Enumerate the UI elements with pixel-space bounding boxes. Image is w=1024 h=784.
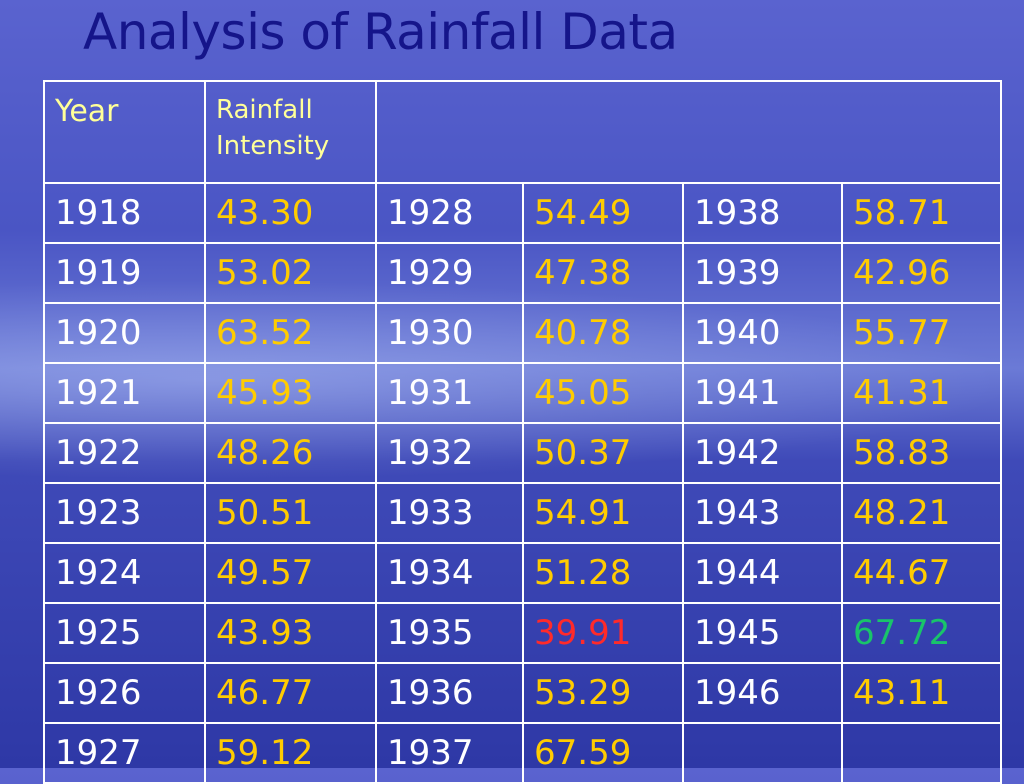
rainfall-cell: 42.96 [841, 242, 1002, 304]
rainfall-cell: 58.71 [841, 182, 1002, 244]
data-row: 1920 63.52 1930 40.78 1940 55.77 [43, 302, 1002, 364]
year-cell: 1921 [43, 362, 206, 424]
rainfall-cell: 48.21 [841, 482, 1002, 544]
rainfall-cell: 44.67 [841, 542, 1002, 604]
rainfall-cell: 40.78 [522, 302, 684, 364]
rainfall-cell: 55.77 [841, 302, 1002, 364]
year-cell: 1933 [375, 482, 524, 544]
year-cell: 1918 [43, 182, 206, 244]
year-cell: 1935 [375, 602, 524, 664]
year-cell: 1944 [682, 542, 843, 604]
year-cell: 1945 [682, 602, 843, 664]
header-blank [375, 80, 1002, 184]
year-cell: 1934 [375, 542, 524, 604]
data-row: 1919 53.02 1929 47.38 1939 42.96 [43, 242, 1002, 304]
year-cell: 1939 [682, 242, 843, 304]
rainfall-cell: 43.30 [204, 182, 377, 244]
rainfall-cell: 58.83 [841, 422, 1002, 484]
data-row: 1925 43.93 1935 39.91 1945 67.72 [43, 602, 1002, 664]
year-cell: 1937 [375, 722, 524, 784]
year-cell: 1920 [43, 302, 206, 364]
year-cell: 1932 [375, 422, 524, 484]
rainfall-cell: 54.91 [522, 482, 684, 544]
year-cell: 1936 [375, 662, 524, 724]
rainfall-cell: 46.77 [204, 662, 377, 724]
year-cell: 1930 [375, 302, 524, 364]
year-cell: 1931 [375, 362, 524, 424]
data-row: 1924 49.57 1934 51.28 1944 44.67 [43, 542, 1002, 604]
year-cell: 1940 [682, 302, 843, 364]
rainfall-cell: 53.02 [204, 242, 377, 304]
rainfall-cell: 43.93 [204, 602, 377, 664]
data-row: 1922 48.26 1932 50.37 1942 58.83 [43, 422, 1002, 484]
data-row: 1927 59.12 1937 67.59 [43, 722, 1002, 784]
empty-cell [682, 722, 843, 784]
rainfall-cell: 67.59 [522, 722, 684, 784]
rainfall-cell: 50.51 [204, 482, 377, 544]
empty-cell [841, 722, 1002, 784]
slide-title: Analysis of Rainfall Data [83, 3, 678, 61]
rainfall-table: Year Rainfall Intensity 1918 43.30 1928 54.… [43, 80, 1002, 784]
year-cell: 1922 [43, 422, 206, 484]
rainfall-cell: 47.38 [522, 242, 684, 304]
year-cell: 1926 [43, 662, 206, 724]
rainfall-cell: 67.72 [841, 602, 1002, 664]
year-cell: 1923 [43, 482, 206, 544]
rainfall-cell: 48.26 [204, 422, 377, 484]
year-cell: 1928 [375, 182, 524, 244]
header-row: Year Rainfall Intensity [43, 80, 1002, 184]
year-cell: 1943 [682, 482, 843, 544]
rainfall-cell: 39.91 [522, 602, 684, 664]
rainfall-cell: 43.11 [841, 662, 1002, 724]
year-cell: 1938 [682, 182, 843, 244]
rainfall-cell: 45.05 [522, 362, 684, 424]
year-cell: 1946 [682, 662, 843, 724]
year-cell: 1919 [43, 242, 206, 304]
data-row: 1923 50.51 1933 54.91 1943 48.21 [43, 482, 1002, 544]
rainfall-cell: 63.52 [204, 302, 377, 364]
rainfall-cell: 45.93 [204, 362, 377, 424]
year-cell: 1942 [682, 422, 843, 484]
rainfall-cell: 51.28 [522, 542, 684, 604]
year-cell: 1941 [682, 362, 843, 424]
rainfall-cell: 54.49 [522, 182, 684, 244]
data-row: 1926 46.77 1936 53.29 1946 43.11 [43, 662, 1002, 724]
rainfall-cell: 53.29 [522, 662, 684, 724]
year-cell: 1925 [43, 602, 206, 664]
year-cell: 1924 [43, 542, 206, 604]
year-cell: 1929 [375, 242, 524, 304]
data-row: 1918 43.30 1928 54.49 1938 58.71 [43, 182, 1002, 244]
year-cell: 1927 [43, 722, 206, 784]
header-cell: Year [43, 80, 206, 184]
rainfall-cell: 41.31 [841, 362, 1002, 424]
data-row: 1921 45.93 1931 45.05 1941 41.31 [43, 362, 1002, 424]
header-cell: Rainfall Intensity [204, 80, 377, 184]
rainfall-cell: 59.12 [204, 722, 377, 784]
rainfall-cell: 49.57 [204, 542, 377, 604]
rainfall-cell: 50.37 [522, 422, 684, 484]
